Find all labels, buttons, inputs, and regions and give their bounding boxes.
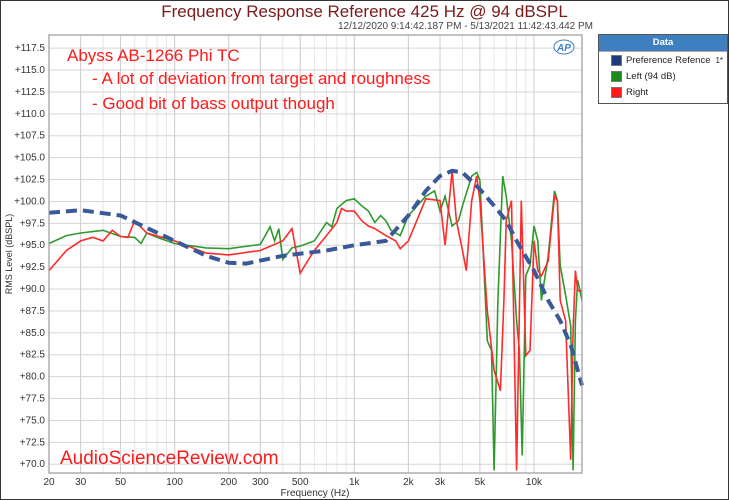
x-axis-label: Frequency (Hz) [281, 488, 350, 499]
y-tick-label: +112.5 [15, 87, 46, 98]
x-tick-label: 100 [166, 477, 183, 488]
x-tick-label: 3k [435, 477, 447, 488]
chart-title: Frequency Response Reference 425 Hz @ 94… [161, 2, 568, 21]
y-tick-label: +102.5 [14, 175, 45, 186]
legend-panel: Data Preference Refence 1* Left (94 dB) … [598, 34, 728, 104]
x-tick-label: 2k [403, 477, 415, 488]
series-line-right [48, 170, 582, 471]
x-tick-label: 5k [475, 477, 487, 488]
x-tick-label: 200 [220, 477, 237, 488]
legend-label: Left (94 dB) [626, 70, 676, 82]
x-tick-label: 1k [349, 477, 361, 488]
y-tick-label: +110.0 [15, 109, 46, 120]
grid [48, 35, 582, 473]
watermark: AudioScienceReview.com [60, 448, 279, 469]
svg-text:AP: AP [556, 43, 571, 54]
y-tick-label: +115.0 [15, 65, 46, 76]
y-tick-label: +90.0 [20, 284, 46, 295]
y-tick-label: +77.5 [20, 394, 46, 405]
ap-logo-icon: AP [553, 39, 575, 55]
plot-border [48, 34, 583, 474]
y-tick-label: +107.5 [14, 131, 45, 142]
y-tick-label: +105.0 [14, 153, 45, 164]
annotation-title: Abyss AB-1266 Phi TC [67, 46, 240, 65]
y-tick-label: +75.0 [20, 415, 46, 426]
legend-label: Right [626, 86, 649, 98]
legend-item-left[interactable]: Left (94 dB) [599, 68, 727, 84]
legend-swatch-icon [611, 54, 622, 66]
y-tick-label: +82.5 [20, 350, 46, 361]
y-axis-label: RMS Level (dBSPL) [4, 214, 14, 295]
y-tick-label: +117.5 [15, 43, 46, 54]
y-tick-label: +85.0 [20, 328, 46, 339]
y-tick-label: +92.5 [20, 262, 46, 273]
y-tick-label: +97.5 [20, 218, 46, 229]
y-tick-label: +70.0 [20, 459, 46, 470]
legend-item-preference[interactable]: Preference Refence 1* [599, 52, 727, 68]
annotation-line-1: - A lot of deviation from target and rou… [92, 69, 430, 88]
legend-item-right[interactable]: Right [599, 84, 727, 100]
legend-channel: 1* [715, 55, 723, 65]
y-tick-label: +100.0 [14, 196, 45, 207]
legend-label: Preference Refence [626, 54, 711, 66]
legend-swatch-icon [611, 70, 622, 82]
series-line-target [48, 168, 584, 386]
y-tick-label: +80.0 [20, 372, 46, 383]
x-tick-label: 50 [115, 477, 127, 488]
series-line-left [48, 171, 583, 471]
x-tick-label: 20 [43, 477, 55, 488]
annotation-line-2: - Good bit of bass output though [92, 94, 335, 113]
x-tick-label: 300 [252, 477, 269, 488]
legend-swatch-icon [611, 86, 622, 98]
chart-subtitle: 12/12/2020 9:14:42.187 PM - 5/13/2021 11… [337, 21, 593, 32]
y-tick-label: +95.0 [20, 240, 46, 251]
y-tick-label: +72.5 [20, 437, 46, 448]
x-tick-label: 500 [292, 477, 309, 488]
x-tick-label: 30 [75, 477, 87, 488]
y-tick-label: +87.5 [20, 306, 46, 317]
x-tick-label: 10k [526, 477, 543, 488]
legend-header: Data [599, 35, 727, 52]
y-tick-labels: +117.5 +115.0 +112.5 +110.0 +107.5 +105.0 +102… [14, 43, 45, 470]
x-tick-labels: 20 30 50 100 200 300 500 1k 2k 3k 5k 10k [43, 477, 543, 488]
series-lines [48, 168, 584, 471]
